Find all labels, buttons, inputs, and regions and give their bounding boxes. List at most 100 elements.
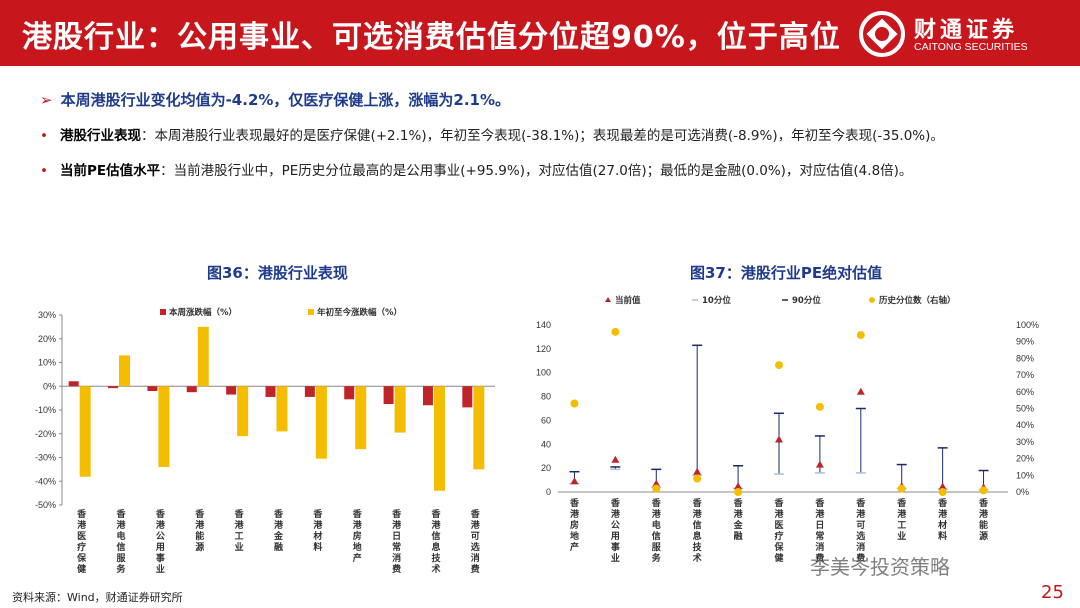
x-tick-label-char: 香 <box>651 497 662 509</box>
x-tick-label-char: 香 <box>273 508 284 520</box>
bar-weekly <box>383 386 394 405</box>
x-tick-label-char: 信 <box>652 530 661 542</box>
caitong-logo-icon <box>859 11 905 57</box>
bar-weekly <box>68 381 79 387</box>
summary-text: 本周港股行业变化均值为-4.2%，仅医疗保健上涨，涨幅为2.1%。 <box>60 91 511 109</box>
x-tick-label-char: 港 <box>431 519 441 531</box>
watermark-text: 李美岑投资策略 <box>810 555 950 579</box>
bar-weekly <box>462 386 473 408</box>
x-tick-label-char: 香 <box>470 508 481 520</box>
x-tick-label-char: 房 <box>570 519 579 531</box>
x-tick-label-char: 金 <box>733 519 744 531</box>
x-tick-label-char: 产 <box>353 552 362 564</box>
x-tick-label-char: 业 <box>235 541 244 553</box>
fig36-title: 图36：港股行业表现 <box>207 264 348 282</box>
x-tick-label-char: 消 <box>392 552 401 564</box>
x-tick-label-char: 香 <box>855 497 866 509</box>
x-tick-label-char: 港 <box>235 519 245 531</box>
x-tick-label-char: 香 <box>692 497 703 509</box>
x-tick-label-char: 港 <box>471 519 481 531</box>
y-tick-label: 0% <box>43 381 56 391</box>
y2-tick-label: 90% <box>1016 337 1034 347</box>
x-tick-label-char: 息 <box>431 541 440 553</box>
x-tick-label-char: 消 <box>815 541 824 553</box>
page-title: 港股行业：公用事业、可选消费估值分位超90%，位于高位 <box>22 20 841 55</box>
y-tick-label: -40% <box>35 476 56 486</box>
x-tick-label-char: 港 <box>815 508 825 520</box>
bar-ytd <box>158 386 170 467</box>
bar-ytd <box>197 326 209 387</box>
legend-label: 90分位 <box>792 295 821 306</box>
x-tick-label-char: 用 <box>155 542 165 553</box>
x-tick-label-char: 选 <box>856 530 865 542</box>
header-bar: 港股行业：公用事业、可选消费估值分位超90%，位于高位 <box>0 0 1080 66</box>
current-value-marker <box>611 455 620 463</box>
x-tick-label-char: 料 <box>313 541 322 553</box>
current-value-marker <box>570 477 579 485</box>
x-tick-label-char: 港 <box>313 519 323 531</box>
y-tick-label: 120 <box>536 344 551 354</box>
x-tick-label-char: 术 <box>692 552 702 564</box>
current-value-marker <box>856 387 865 395</box>
current-value-marker <box>652 479 661 487</box>
y2-tick-label: 10% <box>1016 470 1034 480</box>
y2-tick-label: 50% <box>1016 404 1034 414</box>
bar-ytd <box>315 386 327 459</box>
y2-tick-label: 80% <box>1016 353 1034 363</box>
percentile-point <box>652 484 661 493</box>
legend-swatch <box>869 297 875 303</box>
y-tick-label: 80 <box>541 392 551 402</box>
bullet-text: ：当前港股行业中，PE历史分位最高的是公用事业(+95.9%)，对应估值(27.… <box>160 163 913 179</box>
bar-weekly <box>265 386 276 397</box>
x-tick-label-char: 保 <box>76 552 87 564</box>
x-tick-label-char: 港 <box>734 508 744 520</box>
bar-weekly <box>304 386 315 397</box>
summary-line: ➢ 本周港股行业变化均值为-4.2%，仅医疗保健上涨，涨幅为2.1%。 <box>40 89 510 110</box>
percentile-point <box>611 327 620 336</box>
x-tick-label-char: 技 <box>693 541 703 553</box>
legend-label: 当前值 <box>615 295 641 306</box>
x-tick-label-char: 公 <box>611 520 620 531</box>
x-tick-label-char: 材 <box>937 519 947 531</box>
x-tick-label-char: 公 <box>156 531 165 542</box>
y2-tick-label: 40% <box>1016 420 1034 430</box>
x-tick-label-char: 港 <box>117 519 127 531</box>
logo-name-en: CAITONG SECURITIES <box>914 41 1028 53</box>
percentile-point <box>570 399 579 408</box>
percentile-point <box>693 474 702 483</box>
x-tick-label-char: 业 <box>897 530 906 542</box>
x-tick-label-char: 工 <box>897 520 906 531</box>
x-tick-label-char: 料 <box>938 530 947 542</box>
x-tick-label-char: 香 <box>978 497 989 509</box>
percentile-point <box>815 402 824 411</box>
y2-tick-label: 100% <box>1016 320 1039 330</box>
x-tick-label-char: 材 <box>312 530 322 542</box>
bar-weekly <box>108 386 119 389</box>
x-tick-label-char: 医 <box>774 520 783 531</box>
y-tick-label: -10% <box>35 405 56 415</box>
x-tick-label-char: 日 <box>392 531 401 542</box>
x-tick-label-char: 业 <box>611 552 620 564</box>
x-tick-label-char: 技 <box>431 552 441 564</box>
x-tick-label-char: 费 <box>392 563 401 575</box>
x-tick-label-char: 香 <box>155 508 166 520</box>
x-tick-label-char: 港 <box>570 508 580 520</box>
x-tick-label-char: 香 <box>430 508 441 520</box>
x-tick-label-char: 港 <box>392 519 402 531</box>
x-tick-label-char: 港 <box>156 519 166 531</box>
y2-tick-label: 70% <box>1016 370 1034 380</box>
legend-label: 本周涨跌幅（%） <box>169 307 237 318</box>
bar-ytd <box>355 386 367 450</box>
y-tick-label: 10% <box>38 358 56 368</box>
y-tick-label: -30% <box>35 453 56 463</box>
x-tick-label-char: 源 <box>195 541 204 553</box>
percentile-point <box>938 488 947 496</box>
x-tick-label-char: 事 <box>611 541 620 553</box>
percentile-point <box>897 484 906 493</box>
bullet-text: ：本周港股行业表现最好的是医疗保健(+2.1%)，年初至今表现(-38.1%)；… <box>140 128 944 144</box>
current-value-marker <box>734 482 743 490</box>
y-tick-label: -50% <box>35 500 56 510</box>
bar-ytd <box>433 386 445 491</box>
x-tick-label-char: 港 <box>274 519 284 531</box>
